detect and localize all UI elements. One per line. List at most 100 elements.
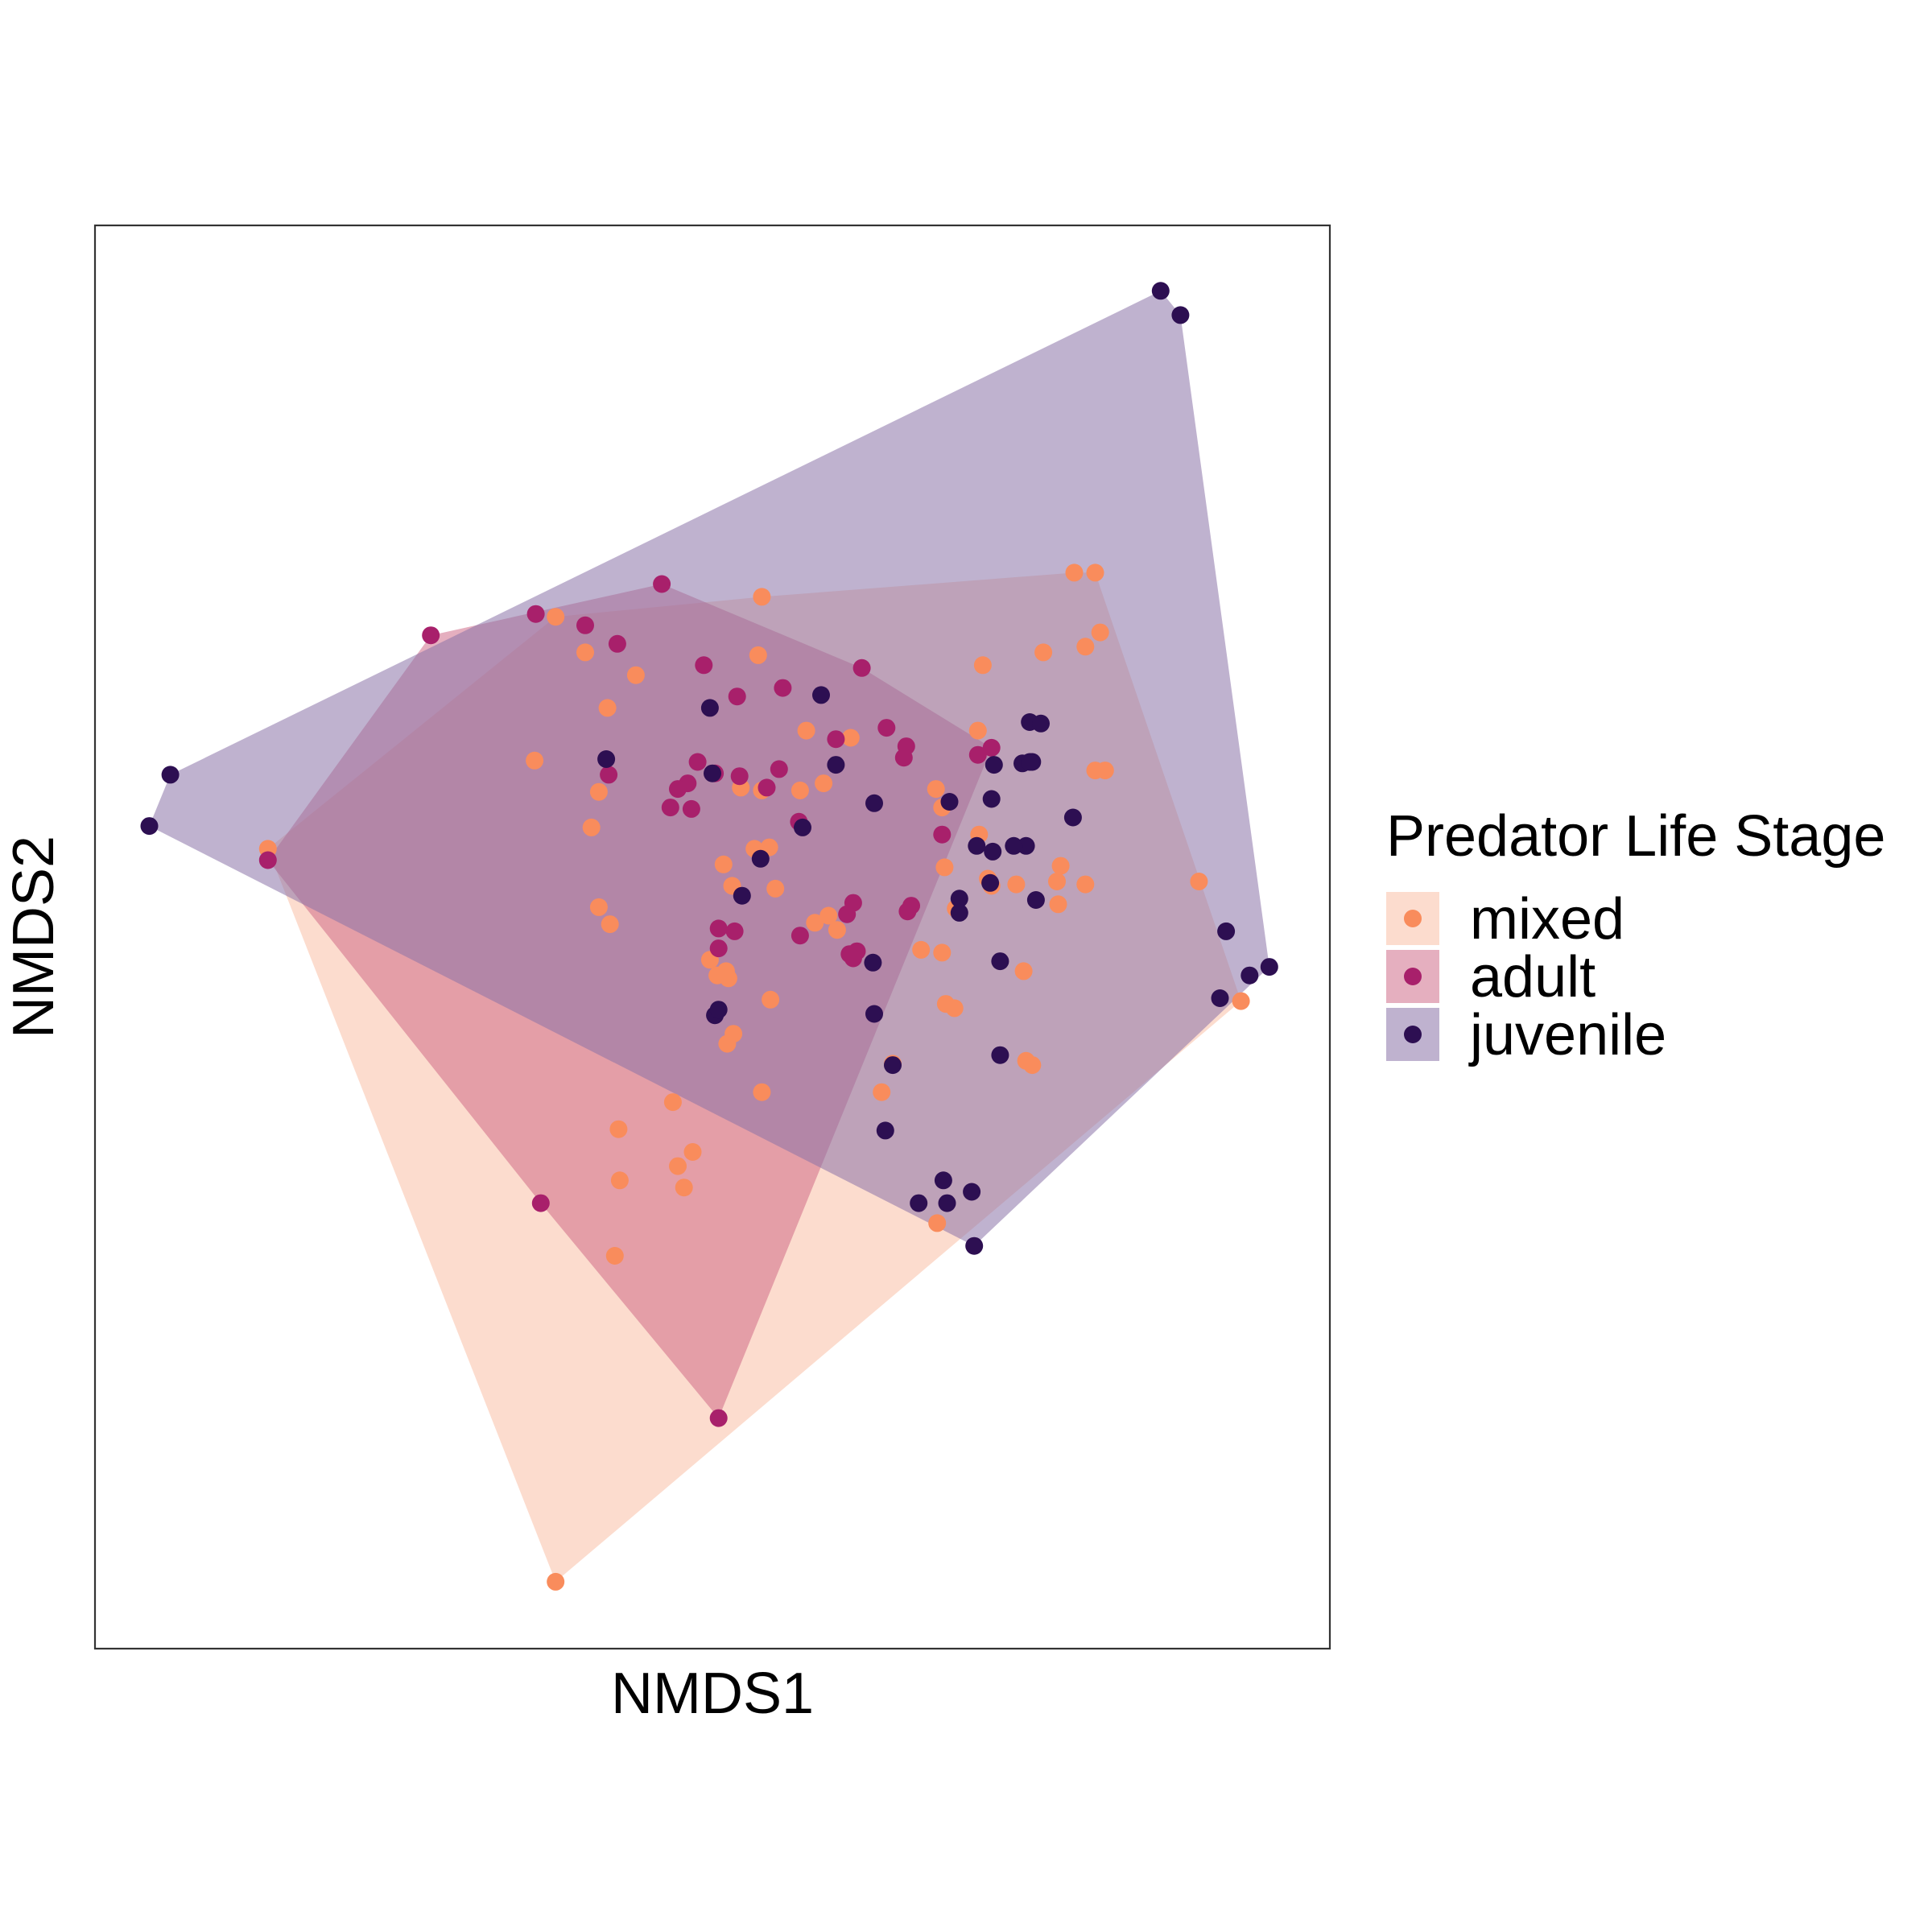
- point-juvenile: [1026, 891, 1045, 909]
- point-juvenile: [704, 764, 721, 782]
- point-mixed: [589, 898, 608, 916]
- point-adult: [852, 658, 871, 677]
- point-adult: [982, 738, 1001, 757]
- point-juvenile: [884, 1056, 902, 1075]
- point-juvenile: [876, 1121, 894, 1140]
- point-adult: [933, 825, 952, 844]
- point-adult: [730, 767, 749, 786]
- point-mixed: [663, 1093, 682, 1112]
- point-mixed: [819, 906, 838, 925]
- point-adult: [709, 1409, 728, 1427]
- point-juvenile: [950, 890, 968, 908]
- point-juvenile: [984, 842, 1002, 861]
- point-juvenile: [709, 1001, 728, 1019]
- point-adult: [695, 656, 713, 675]
- point-juvenile: [1005, 836, 1023, 855]
- point-mixed: [1076, 638, 1095, 656]
- point-mixed: [714, 855, 733, 873]
- point-adult: [600, 766, 618, 784]
- point-juvenile: [865, 794, 883, 812]
- point-adult: [258, 851, 277, 869]
- legend-title: Predator Life Stage: [1386, 804, 1885, 869]
- points-layer: [140, 282, 1278, 1591]
- point-mixed: [968, 721, 987, 740]
- legend-label-adult: adult: [1470, 945, 1596, 1009]
- plot-panel-border: [93, 224, 1331, 1650]
- point-juvenile: [950, 903, 968, 922]
- point-mixed: [610, 1171, 629, 1190]
- point-mixed: [1007, 875, 1026, 894]
- point-mixed: [766, 879, 785, 898]
- point-adult: [791, 927, 809, 945]
- point-mixed: [753, 588, 771, 606]
- point-adult: [728, 687, 746, 706]
- hulls-layer: [149, 291, 1269, 1582]
- point-juvenile: [733, 886, 751, 905]
- point-juvenile: [812, 686, 830, 704]
- point-mixed: [749, 646, 767, 664]
- point-adult: [608, 634, 626, 653]
- point-mixed: [935, 858, 954, 877]
- point-mixed: [1014, 962, 1033, 980]
- point-mixed: [1048, 873, 1066, 890]
- point-juvenile: [934, 1171, 952, 1190]
- point-mixed: [912, 940, 931, 959]
- point-juvenile: [1017, 836, 1035, 855]
- point-mixed: [1091, 623, 1109, 642]
- point-adult: [844, 949, 862, 968]
- point-juvenile: [864, 953, 882, 972]
- y-axis-title: NMDS2: [2, 836, 66, 1038]
- point-adult: [576, 616, 594, 634]
- point-mixed: [933, 943, 952, 962]
- point-mixed: [576, 643, 594, 662]
- point-mixed: [683, 1143, 702, 1161]
- point-mixed: [598, 699, 617, 717]
- legend-label-mixed: mixed: [1470, 887, 1624, 952]
- point-adult: [968, 745, 987, 764]
- point-juvenile: [1032, 714, 1050, 733]
- point-juvenile: [1021, 753, 1039, 771]
- point-juvenile: [794, 818, 811, 836]
- legend-dot-mixed: [1404, 910, 1422, 927]
- point-juvenile: [963, 1183, 981, 1201]
- point-adult: [758, 778, 776, 797]
- point-juvenile: [1171, 306, 1190, 324]
- point-mixed: [1190, 873, 1208, 890]
- point-juvenile: [700, 699, 719, 717]
- point-mixed: [791, 781, 809, 799]
- point-mixed: [797, 721, 815, 740]
- point-mixed: [1086, 762, 1104, 780]
- point-juvenile: [910, 1194, 928, 1212]
- point-juvenile: [140, 817, 159, 836]
- point-juvenile: [1063, 808, 1082, 827]
- point-juvenile: [161, 766, 180, 784]
- point-juvenile: [865, 1005, 883, 1023]
- point-mixed: [547, 1572, 565, 1591]
- legend-label-juvenile: juvenile: [1468, 1003, 1666, 1067]
- point-mixed: [1086, 564, 1104, 582]
- point-juvenile: [991, 1046, 1009, 1064]
- point-mixed: [547, 608, 565, 626]
- point-juvenile: [1260, 958, 1278, 976]
- point-mixed: [582, 818, 601, 836]
- point-mixed: [945, 999, 964, 1018]
- point-adult: [770, 760, 788, 778]
- point-juvenile: [940, 793, 959, 811]
- point-adult: [653, 575, 671, 593]
- legend-dot-juvenile: [1404, 1026, 1422, 1043]
- point-juvenile: [981, 873, 1000, 892]
- point-mixed: [753, 1083, 771, 1101]
- point-mixed: [973, 656, 992, 675]
- point-adult: [877, 719, 896, 737]
- point-adult: [688, 753, 707, 771]
- point-juvenile: [827, 756, 845, 774]
- legend-dot-adult: [1404, 968, 1422, 985]
- point-mixed: [762, 990, 780, 1009]
- point-mixed: [1065, 564, 1084, 582]
- point-mixed: [675, 1179, 693, 1197]
- point-adult: [709, 939, 728, 958]
- point-mixed: [1023, 1056, 1042, 1075]
- point-juvenile: [1151, 282, 1170, 300]
- point-juvenile: [965, 1236, 984, 1255]
